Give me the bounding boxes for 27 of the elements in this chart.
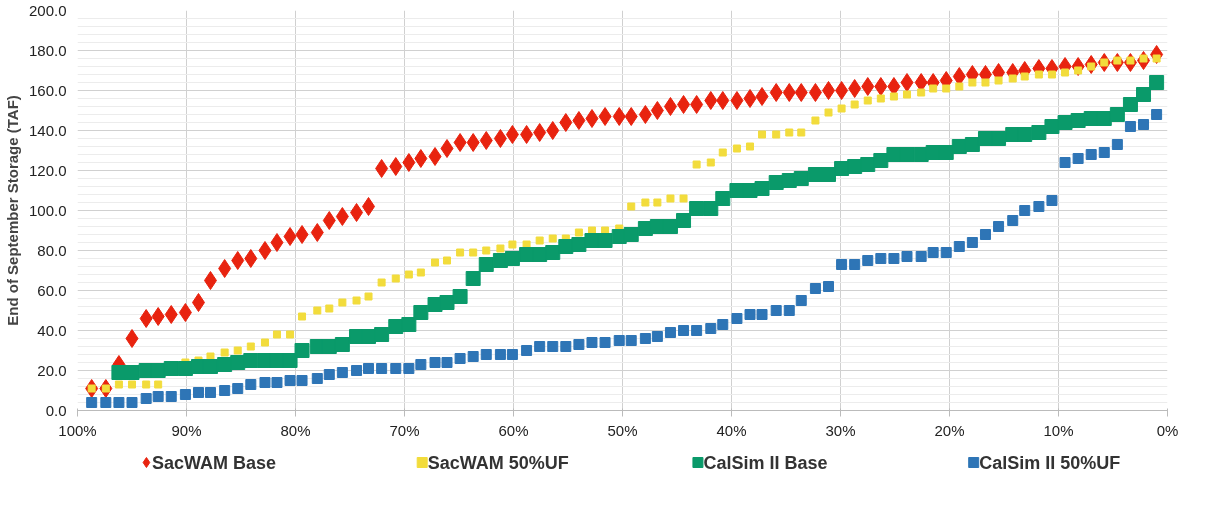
x-tick-label: 40% xyxy=(716,421,747,439)
x-tick-label: 0% xyxy=(1156,421,1179,439)
y-tick-label: 0.0 xyxy=(45,401,67,419)
x-tick-label: 70% xyxy=(389,421,420,439)
legend-label: CalSim II 50%UF xyxy=(979,452,1121,473)
x-tick-label: 30% xyxy=(825,421,856,439)
y-tick-label: 120.0 xyxy=(28,161,67,179)
y-tick-label: 60.0 xyxy=(37,281,67,299)
legend-label: SacWAM 50%UF xyxy=(427,452,569,473)
y-tick-label: 20.0 xyxy=(37,361,67,379)
legend-label: CalSim II Base xyxy=(703,452,828,473)
x-tick-label: 10% xyxy=(1043,421,1074,439)
y-tick-label: 200.0 xyxy=(28,1,67,19)
y-axis-title: End of September Storage (TAF) xyxy=(3,95,21,326)
y-tick-label: 100.0 xyxy=(28,201,67,219)
y-tick-label: 180.0 xyxy=(28,41,67,59)
y-tick-label: 80.0 xyxy=(37,241,67,259)
legend-label: SacWAM Base xyxy=(151,452,277,473)
x-tick-label: 60% xyxy=(498,421,529,439)
y-tick-label: 40.0 xyxy=(37,321,67,339)
x-tick-label: 80% xyxy=(280,421,311,439)
y-tick-label: 160.0 xyxy=(28,81,67,99)
x-tick-label: 100% xyxy=(58,421,97,439)
x-tick-label: 20% xyxy=(934,421,965,439)
x-tick-label: 50% xyxy=(607,421,638,439)
x-tick-label: 90% xyxy=(171,421,202,439)
y-tick-label: 140.0 xyxy=(28,121,67,139)
